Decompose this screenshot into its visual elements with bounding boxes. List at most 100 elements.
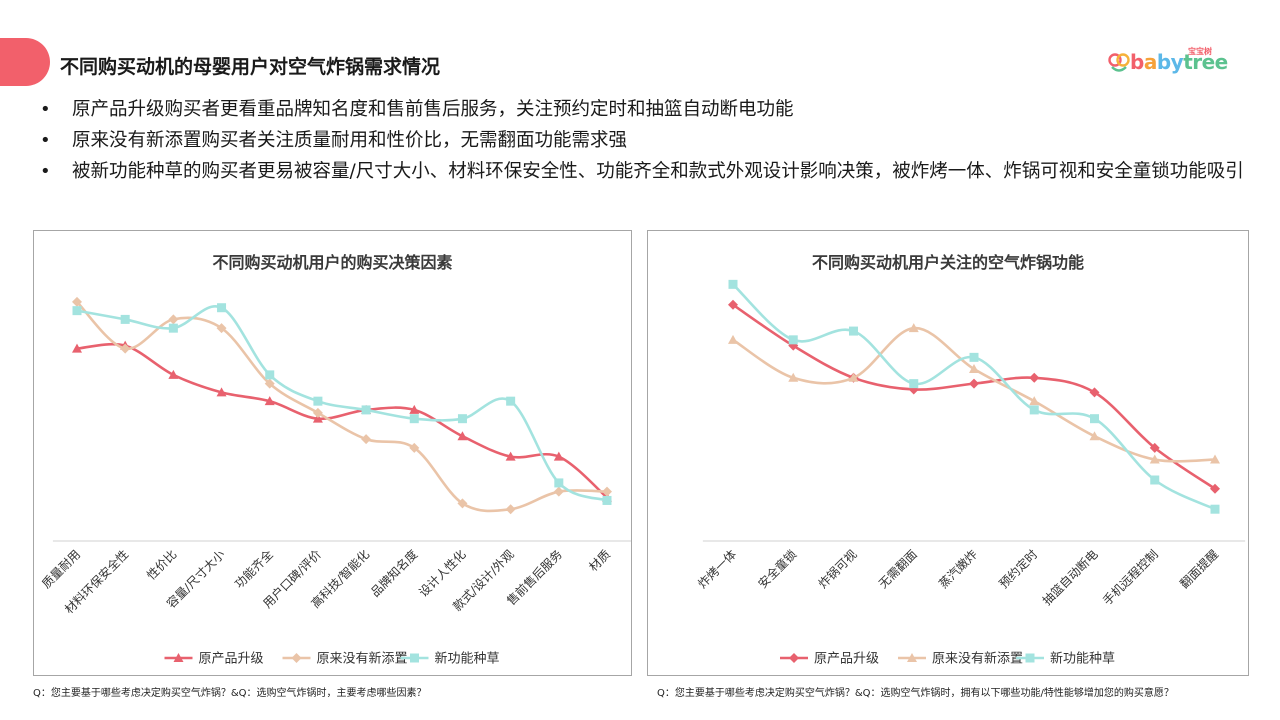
data-point: [505, 504, 516, 515]
data-point: [728, 299, 738, 310]
data-point: [409, 404, 420, 414]
data-point: [969, 378, 979, 389]
data-point: [72, 306, 82, 316]
legend-item: 新功能种草: [400, 651, 500, 667]
data-point: [1210, 504, 1220, 514]
series-1: [72, 340, 612, 502]
data-point: [1089, 431, 1100, 441]
data-point: [265, 370, 275, 380]
data-point: [409, 442, 420, 453]
data-point: [1029, 396, 1040, 406]
data-point: [909, 379, 919, 389]
data-point: [264, 378, 275, 389]
x-tick-label: 安全童锁: [755, 547, 800, 592]
data-point: [1210, 454, 1220, 464]
legend-marker: [1025, 653, 1035, 663]
data-point: [554, 478, 564, 488]
series-line: [732, 303, 1216, 490]
legend-label: 原产品升级: [199, 652, 264, 667]
page-title: 不同购买动机的母婴用户对空气炸锅需求情况: [60, 56, 441, 78]
data-point: [120, 343, 131, 354]
data-point: [72, 343, 82, 353]
bullet-item: 原产品升级购买者更看重品牌知名度和售前售后服务，关注预约定时和抽篮自动断电功能: [38, 94, 1248, 125]
x-tick-label: 手机远程控制: [1099, 547, 1161, 609]
data-point: [788, 340, 799, 351]
x-tick-label: 无需翻面: [876, 547, 920, 591]
decision-factors-panel: 不同购买动机用户的购买决策因素 质量耐用 材料环保安全性 性价比 容量/尺寸大小 功能齐…: [33, 230, 632, 676]
legend-marker: [907, 653, 917, 662]
legend-label: 新功能种草: [1050, 651, 1115, 667]
data-point: [361, 434, 372, 445]
babytree-logo: babytree 宝宝树: [1108, 46, 1228, 80]
data-point: [506, 396, 516, 406]
x-tick-label: 炸烤一体: [695, 547, 740, 592]
data-point: [1150, 475, 1160, 485]
data-point: [788, 372, 799, 382]
data-point: [1029, 405, 1039, 415]
data-point: [849, 326, 858, 336]
legend-marker: [291, 653, 302, 663]
data-point: [72, 296, 82, 307]
x-tick-label: 品牌知名度: [367, 547, 420, 600]
data-point: [264, 396, 275, 406]
legend-item: 新功能种草: [1016, 651, 1115, 667]
x-tick-label: 功能齐全: [231, 547, 276, 592]
data-point: [216, 387, 227, 397]
data-point: [216, 323, 227, 334]
series-1: [728, 299, 1220, 494]
data-point: [409, 414, 419, 424]
chart-title: 不同购买动机用户关注的空气炸锅功能: [811, 253, 1084, 272]
legend-label: 新功能种草: [435, 651, 500, 667]
legend-item: 原产品升级: [164, 652, 264, 667]
logo-text: babytree: [1130, 50, 1228, 74]
data-point: [168, 323, 178, 333]
x-tick-label: 材质: [586, 547, 613, 574]
data-point: [313, 396, 323, 406]
legend-item: 原来没有新添置: [898, 651, 1023, 667]
x-tick-label: 炸锅可视: [815, 547, 860, 592]
series-line: [76, 305, 608, 502]
features-panel: 不同购买动机用户关注的空气炸锅功能 炸烤一体 安全童锁 炸锅可视 无需翻面 蒸汽嫩炸 预约…: [647, 230, 1249, 676]
legend-label: 原来没有新添置: [932, 651, 1023, 667]
data-point: [848, 372, 859, 382]
legend-marker: [410, 653, 419, 663]
data-point: [168, 314, 179, 325]
data-point: [788, 335, 798, 345]
data-point: [969, 352, 979, 362]
series-2: [728, 323, 1220, 464]
data-point: [457, 414, 467, 424]
data-point: [553, 486, 564, 497]
series-line: [732, 326, 1216, 463]
data-point: [1149, 454, 1160, 464]
data-point: [553, 451, 564, 461]
data-point: [602, 486, 612, 497]
series-2: [72, 296, 612, 515]
data-point: [728, 334, 738, 344]
bullet-item: 原来没有新添置购买者关注质量耐用和性价比，无需翻面功能需求强: [38, 125, 1248, 156]
data-point: [312, 407, 323, 418]
series-3: [728, 279, 1220, 514]
x-tick-label: 性价比: [144, 547, 179, 582]
series-line: [76, 342, 608, 499]
series-line: [732, 283, 1216, 511]
data-point: [457, 431, 468, 441]
data-point: [908, 323, 919, 333]
data-point: [1089, 387, 1100, 398]
legend-marker: [789, 653, 799, 663]
series-3: [72, 303, 612, 505]
data-point: [1090, 414, 1099, 424]
data-point: [728, 279, 738, 289]
data-point: [1149, 442, 1160, 453]
logo-mark-icon: [1108, 53, 1130, 72]
legend-item: 原产品升级: [780, 652, 879, 667]
x-tick-label: 蒸汽嫩炸: [936, 547, 981, 592]
data-point: [361, 405, 371, 415]
data-point: [312, 413, 323, 423]
data-point: [457, 498, 468, 509]
logo-sub: 宝宝树: [1188, 47, 1212, 56]
legend-item: 原来没有新添置: [282, 651, 408, 667]
footnote-right: Q：您主要基于哪些考虑决定购买空气炸锅？&Q：选购空气炸锅时，拥有以下哪些功能/…: [657, 688, 1174, 699]
title-accent-tab: [0, 38, 50, 86]
data-point: [908, 384, 919, 395]
data-point: [505, 451, 516, 461]
